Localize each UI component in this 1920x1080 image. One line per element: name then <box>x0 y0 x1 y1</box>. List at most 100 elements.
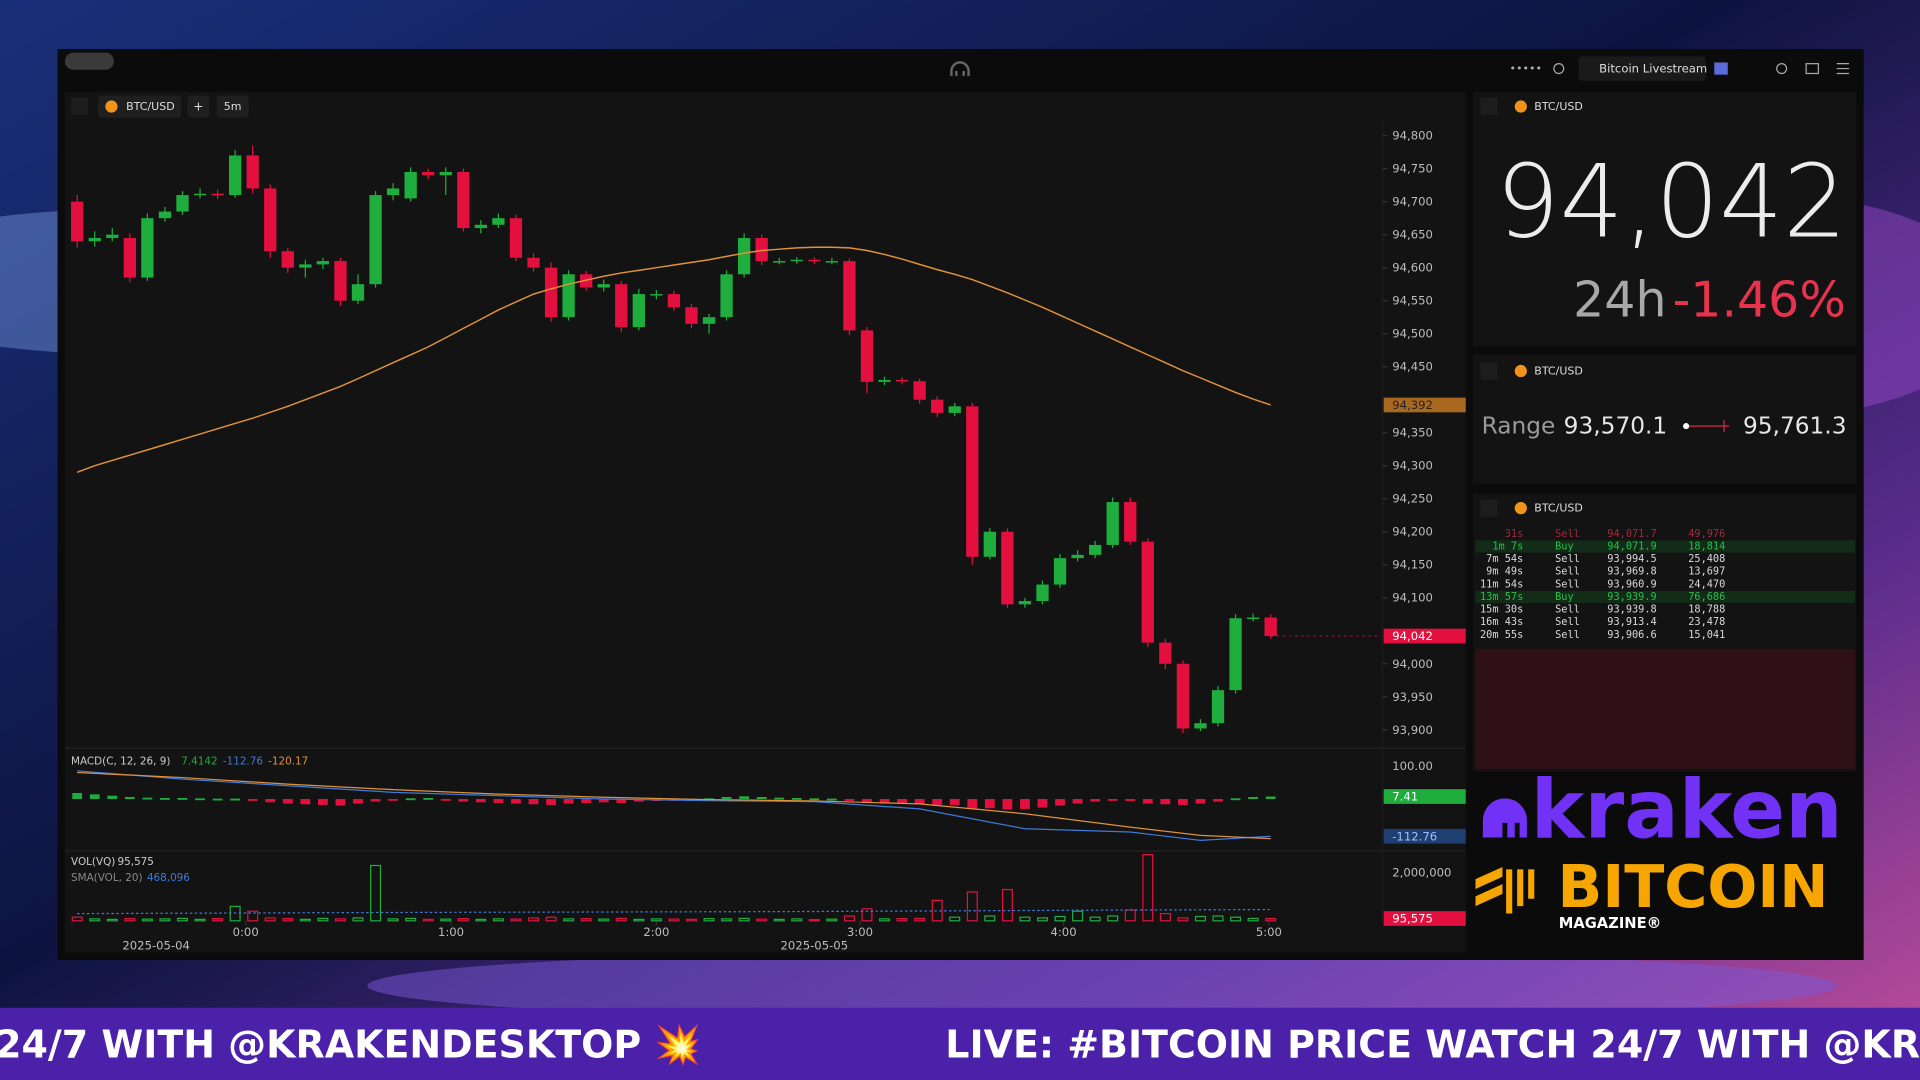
candle-body <box>229 155 242 196</box>
y-tick-label: 94,500 <box>1392 327 1433 341</box>
stream-button[interactable] <box>1578 56 1706 81</box>
pair-button[interactable] <box>97 95 182 118</box>
trade-side: Sell <box>1555 553 1580 565</box>
volume-bar <box>721 918 733 922</box>
macd-histogram-bar <box>72 793 83 799</box>
volume-bar <box>1194 915 1206 922</box>
macd-histogram-bar <box>581 798 592 803</box>
kraken-wordmark: kraken <box>1531 764 1843 858</box>
price-tag <box>1383 628 1466 644</box>
macd-histogram-bar <box>528 798 539 805</box>
macd-histogram-bar <box>212 798 223 801</box>
macd-histogram-bar <box>89 794 100 799</box>
candle-body <box>1159 642 1172 664</box>
macd-histogram-bar <box>177 797 188 800</box>
camera-icon[interactable] <box>1805 63 1819 75</box>
candle-body <box>948 406 961 413</box>
candle-body <box>895 379 909 382</box>
range-label: Range <box>1482 413 1556 440</box>
macd-histogram-bar <box>318 798 328 805</box>
volume-bar <box>808 919 820 922</box>
volume-bar <box>387 918 399 922</box>
candle-body <box>1211 690 1225 724</box>
y-tick-label: 93,950 <box>1392 690 1433 704</box>
volume-bar <box>738 917 750 922</box>
trade-price: 93,939.9 <box>1607 591 1656 603</box>
macd-histogram-bar <box>774 797 785 800</box>
add-button[interactable] <box>187 95 210 118</box>
menu-icon[interactable] <box>1836 63 1849 75</box>
volume-bar <box>141 918 153 922</box>
macd-line <box>77 770 1271 841</box>
coin-icon <box>105 100 118 113</box>
trade-price: 93,994.5 <box>1607 553 1656 565</box>
trade-age: 15m 30s <box>1480 604 1523 616</box>
panel-handle[interactable] <box>71 97 89 116</box>
candle-body <box>737 237 751 275</box>
candle-body <box>667 294 681 308</box>
candle-body <box>931 399 944 413</box>
trade-side: Sell <box>1555 578 1580 590</box>
volume-bar <box>405 917 417 922</box>
y-tick-label: 94,800 <box>1392 129 1433 143</box>
macd-histogram-bar <box>563 798 574 804</box>
sma-legend: SMA(VOL, 20) <box>71 872 143 884</box>
macd-histogram-bar <box>984 798 995 809</box>
coin-icon <box>1514 364 1527 378</box>
volume-bar <box>1142 854 1154 922</box>
y-tick-label: 94,550 <box>1392 294 1433 308</box>
y-tick-label: 94,150 <box>1392 558 1433 572</box>
interval-label: 5m <box>224 100 242 113</box>
x-tick-label: 0:00 <box>233 925 259 939</box>
layout-icon[interactable] <box>1714 62 1728 75</box>
macd-histogram-bar <box>1160 798 1171 805</box>
trade-age: 9m 49s <box>1486 566 1523 578</box>
panel-handle[interactable] <box>1480 97 1498 116</box>
macd-tick-label: 100.00 <box>1392 759 1433 773</box>
volume-bar <box>1036 917 1048 922</box>
x-tick-label: 4:00 <box>1050 925 1076 939</box>
y-tick-label: 94,700 <box>1392 195 1433 209</box>
x-tick-label: 3:00 <box>847 925 873 939</box>
candle-body <box>509 218 523 258</box>
macd-histogram-bar <box>282 798 293 804</box>
candle-body <box>1018 601 1032 605</box>
date-label: 2025-05-05 <box>781 938 849 952</box>
volume-bar <box>615 917 627 922</box>
macd-legend-value: -112.76 <box>223 756 263 768</box>
kraken-icon <box>950 61 970 76</box>
candle-body <box>1246 617 1260 620</box>
volume-bar <box>352 917 364 922</box>
macd-histogram-bar <box>1055 798 1065 806</box>
candle-body <box>422 171 435 176</box>
macd-histogram-bar <box>546 798 556 805</box>
range-high: 95,761.3 <box>1743 413 1847 440</box>
volume-bar <box>843 915 855 922</box>
window-pill[interactable] <box>64 52 114 70</box>
panel-handle[interactable] <box>1480 499 1498 517</box>
panel-handle[interactable] <box>1480 362 1498 380</box>
macd-histogram-bar <box>1072 798 1083 804</box>
macd-histogram-bar <box>967 798 978 809</box>
candle-body <box>1001 531 1014 605</box>
macd-histogram-bar <box>1107 798 1118 801</box>
candle-body <box>790 259 803 262</box>
interval-button[interactable] <box>216 95 249 118</box>
macd-histogram-bar <box>1213 798 1223 802</box>
price-tag <box>1383 397 1466 413</box>
bell-icon[interactable] <box>1776 63 1788 75</box>
volume-bar <box>1054 915 1066 922</box>
search-icon[interactable] <box>1553 63 1565 75</box>
candle-body <box>1053 558 1067 585</box>
candle-body <box>474 224 487 229</box>
candle-body <box>702 317 716 324</box>
volume-bar <box>1230 916 1242 922</box>
volume-bar <box>949 916 961 922</box>
macd-histogram-bar <box>370 798 381 802</box>
menu-dots[interactable]: ••••• <box>1509 62 1542 75</box>
volume-bar <box>282 918 294 922</box>
price-tag <box>1383 828 1466 844</box>
volume-bar <box>703 918 715 922</box>
trade-side: Sell <box>1555 616 1580 628</box>
trade-price: 93,913.4 <box>1607 616 1656 628</box>
